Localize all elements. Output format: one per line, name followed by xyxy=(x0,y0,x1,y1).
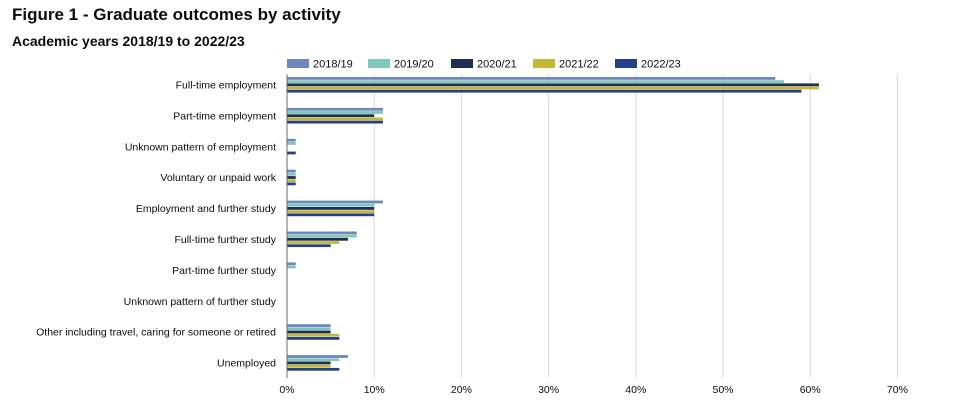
x-tick-label: 10% xyxy=(364,384,385,396)
bar-other-including-travel-caring-for-someone-or-retired-2019-20 xyxy=(287,327,331,331)
bar-full-time-employment-2020-21 xyxy=(287,83,819,87)
bar-unemployed-2019-20 xyxy=(287,358,340,362)
bar-part-time-employment-2018-19 xyxy=(287,107,383,111)
bar-employment-and-further-study-2019-20 xyxy=(287,203,375,207)
bar-part-time-further-study-2018-19 xyxy=(287,262,296,266)
category-label-part-time-further-study: Part-time further study xyxy=(172,265,277,277)
bar-voluntary-or-unpaid-work-2019-20 xyxy=(287,172,296,176)
bar-employment-and-further-study-2020-21 xyxy=(287,207,375,210)
x-tick-label: 20% xyxy=(451,384,472,396)
bar-full-time-employment-2018-19 xyxy=(287,77,776,80)
bar-part-time-employment-2021-22 xyxy=(287,117,383,121)
legend-swatch-2021-22 xyxy=(533,59,555,68)
bar-full-time-further-study-2022-23 xyxy=(287,244,331,248)
chart-subtitle: Academic years 2018/19 to 2022/23 xyxy=(12,33,245,49)
bar-full-time-employment-2021-22 xyxy=(287,86,819,90)
bar-employment-and-further-study-2018-19 xyxy=(287,200,383,204)
bar-part-time-employment-2022-23 xyxy=(287,120,383,124)
category-label-unknown-pattern-of-further-study: Unknown pattern of further study xyxy=(124,296,277,308)
chart-title: Figure 1 - Graduate outcomes by activity xyxy=(12,5,341,24)
category-label-voluntary-or-unpaid-work: Voluntary or unpaid work xyxy=(160,172,276,184)
bar-full-time-further-study-2020-21 xyxy=(287,237,349,241)
bar-voluntary-or-unpaid-work-2018-19 xyxy=(287,169,296,173)
bar-other-including-travel-caring-for-someone-or-retired-2022-23 xyxy=(287,337,340,340)
bar-employment-and-further-study-2021-22 xyxy=(287,210,375,213)
gridlines xyxy=(373,74,898,378)
bar-full-time-further-study-2019-20 xyxy=(287,234,357,238)
legend-swatch-2018-19 xyxy=(287,59,309,68)
bar-full-time-further-study-2021-22 xyxy=(287,241,340,244)
category-label-other-including-travel-caring-for-someone-or-retired: Other including travel, caring for someo… xyxy=(36,327,276,339)
legend-label-2018-19: 2018/19 xyxy=(313,59,353,71)
legend-label-2019-20: 2019/20 xyxy=(394,59,434,71)
bar-unemployed-2020-21 xyxy=(287,361,331,365)
bar-unknown-pattern-of-employment-2018-19 xyxy=(287,138,296,142)
category-label-unknown-pattern-of-employment: Unknown pattern of employment xyxy=(125,141,276,153)
x-tick-label: 0% xyxy=(279,384,294,396)
legend: 2018/19 2019/20 2020/21 2021/22 2022/23 xyxy=(287,59,681,71)
category-label-full-time-further-study: Full-time further study xyxy=(174,234,276,246)
bar-part-time-further-study-2019-20 xyxy=(287,265,296,269)
legend-swatch-2022-23 xyxy=(615,59,637,68)
bar-other-including-travel-caring-for-someone-or-retired-2020-21 xyxy=(287,330,331,334)
bar-voluntary-or-unpaid-work-2021-22 xyxy=(287,179,296,183)
bar-other-including-travel-caring-for-someone-or-retired-2018-19 xyxy=(287,324,331,327)
category-label-part-time-employment: Part-time employment xyxy=(173,110,276,122)
x-tick-label: 70% xyxy=(887,384,908,396)
bar-full-time-employment-2022-23 xyxy=(287,89,802,93)
axes: 0% 10% 20% 30% 40% 50% 60% 70% Full-time employm… xyxy=(36,74,908,396)
bar-voluntary-or-unpaid-work-2020-21 xyxy=(287,176,296,179)
category-label-unemployed: Unemployed xyxy=(217,358,276,370)
legend-swatch-2019-20 xyxy=(368,59,390,68)
legend-swatch-2020-21 xyxy=(451,59,473,68)
x-tick-label: 50% xyxy=(712,384,733,396)
legend-label-2022-23: 2022/23 xyxy=(641,59,681,71)
bar-employment-and-further-study-2022-23 xyxy=(287,213,375,217)
bar-full-time-employment-2019-20 xyxy=(287,80,785,83)
bar-unemployed-2022-23 xyxy=(287,367,340,371)
category-label-full-time-employment: Full-time employment xyxy=(176,80,276,92)
bars xyxy=(287,77,819,371)
x-tick-label: 60% xyxy=(800,384,821,396)
bar-full-time-further-study-2018-19 xyxy=(287,231,357,235)
bar-unknown-pattern-of-employment-2022-23 xyxy=(287,151,296,155)
legend-label-2021-22: 2021/22 xyxy=(559,59,599,71)
x-tick-label: 30% xyxy=(538,384,559,396)
bar-unknown-pattern-of-employment-2019-20 xyxy=(287,142,296,145)
bar-part-time-employment-2020-21 xyxy=(287,114,375,118)
bar-voluntary-or-unpaid-work-2022-23 xyxy=(287,182,296,186)
bar-unemployed-2021-22 xyxy=(287,364,331,368)
category-label-employment-and-further-study: Employment and further study xyxy=(136,203,277,215)
x-tick-label: 40% xyxy=(625,384,646,396)
legend-label-2020-21: 2020/21 xyxy=(477,59,517,71)
bar-part-time-employment-2019-20 xyxy=(287,111,383,114)
bar-unemployed-2018-19 xyxy=(287,355,349,358)
bar-other-including-travel-caring-for-someone-or-retired-2021-22 xyxy=(287,333,340,337)
